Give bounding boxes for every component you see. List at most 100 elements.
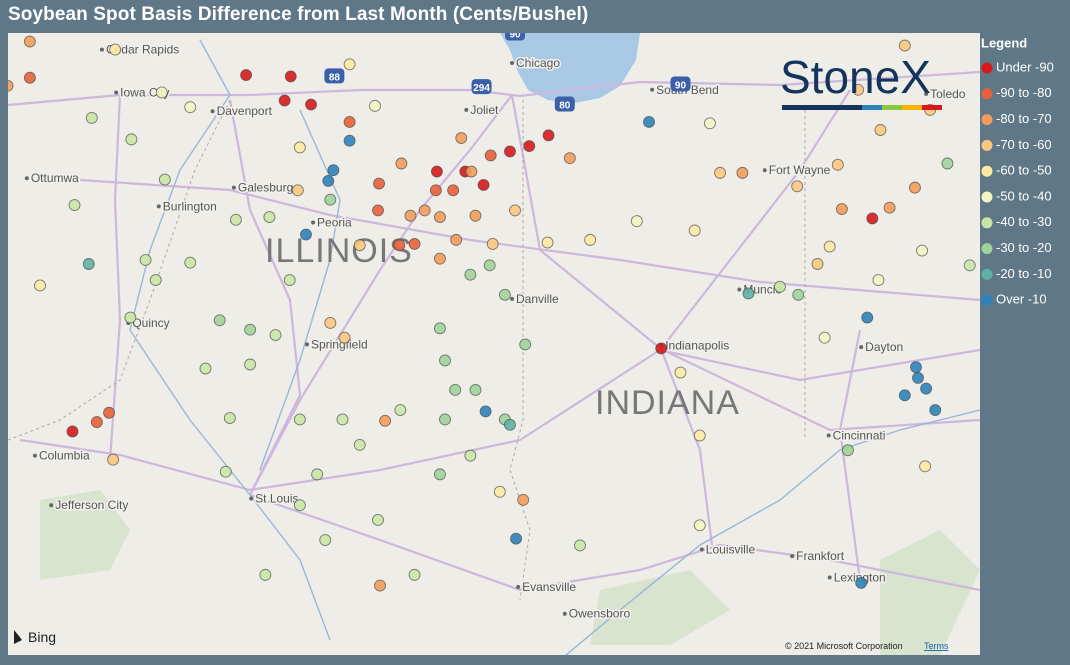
basis-point[interactable] [929,404,942,417]
basis-point[interactable] [439,413,451,426]
basis-point[interactable] [336,413,349,426]
basis-point[interactable] [469,209,482,222]
basis-point[interactable] [450,233,463,246]
basis-point[interactable] [278,94,291,107]
basis-point[interactable] [688,224,701,237]
basis-point[interactable] [353,239,366,252]
basis-point[interactable] [872,274,885,287]
basis-point[interactable] [479,405,492,418]
basis-point[interactable] [184,101,197,114]
basis-point[interactable] [439,354,451,367]
basis-point[interactable] [504,418,516,431]
basis-point[interactable] [455,132,468,144]
terms-link[interactable]: Terms [924,641,949,651]
basis-point[interactable] [353,438,366,451]
basis-point[interactable] [244,323,257,336]
basis-point[interactable] [693,429,706,442]
basis-point[interactable] [898,39,911,52]
basis-point[interactable] [823,240,836,253]
basis-point[interactable] [643,116,655,128]
basis-point[interactable] [855,576,868,589]
basis-point[interactable] [158,173,171,186]
basis-point[interactable] [774,280,786,293]
basis-point[interactable] [394,404,407,417]
basis-point[interactable] [842,444,854,457]
basis-point[interactable] [393,239,406,252]
basis-point[interactable] [484,149,497,162]
basis-point[interactable] [818,331,831,344]
basis-point[interactable] [259,568,272,581]
basis-point[interactable] [269,329,282,341]
basis-point[interactable] [324,317,337,329]
basis-point[interactable] [324,193,337,206]
basis-point[interactable] [563,152,576,165]
basis-point[interactable] [343,134,356,147]
basis-point[interactable] [941,157,954,170]
basis-point[interactable] [125,133,138,146]
basis-point[interactable] [852,83,865,96]
basis-point[interactable] [199,362,212,375]
basis-point[interactable] [103,406,115,419]
basis-point[interactable] [395,157,408,170]
basis-point[interactable] [498,288,511,301]
basis-point[interactable] [963,259,976,272]
basis-point[interactable] [139,254,152,266]
basis-point[interactable] [408,237,421,250]
basis-point[interactable] [874,124,887,136]
basis-point[interactable] [791,180,804,193]
basis-point[interactable] [674,366,687,379]
basis-point[interactable] [293,413,306,426]
basis-point[interactable] [109,43,122,56]
basis-point[interactable] [574,539,586,552]
basis-point[interactable] [464,449,477,462]
basis-point[interactable] [912,371,924,384]
basis-point[interactable] [523,140,536,153]
basis-point[interactable] [920,382,933,395]
basis-point[interactable] [311,468,324,481]
basis-point[interactable] [149,274,162,287]
basis-point[interactable] [493,485,506,498]
basis-point[interactable] [305,98,317,111]
basis-point[interactable] [338,331,351,344]
basis-point[interactable] [244,358,257,371]
basis-point[interactable] [866,212,879,225]
basis-point[interactable] [449,384,462,396]
basis-point[interactable] [429,184,442,197]
basis-point[interactable] [283,274,296,287]
basis-point[interactable] [430,165,443,178]
basis-point[interactable] [584,233,597,246]
basis-point[interactable] [229,213,242,226]
basis-point[interactable] [433,252,446,265]
basis-point[interactable] [23,71,36,84]
basis-point[interactable] [23,35,36,48]
basis-point[interactable] [284,70,297,83]
basis-point[interactable] [240,69,253,82]
basis-point[interactable] [322,174,335,187]
basis-point[interactable] [861,311,874,324]
basis-point[interactable] [319,534,332,546]
basis-point[interactable] [916,244,929,257]
basis-point[interactable] [898,389,911,402]
basis-point[interactable] [155,86,168,99]
basis-point[interactable] [2,79,14,92]
basis-point[interactable] [433,468,446,481]
basis-point[interactable] [219,465,232,478]
basis-point[interactable] [909,181,921,194]
basis-point[interactable] [223,412,236,425]
basis-point[interactable] [919,460,932,473]
basis-point[interactable] [630,215,643,228]
basis-point[interactable] [519,338,532,351]
basis-point[interactable] [213,314,226,327]
basis-point[interactable] [291,184,304,197]
basis-point[interactable] [68,199,81,211]
basis-point[interactable] [374,579,386,592]
basis-point[interactable] [742,287,755,300]
basis-point[interactable] [541,236,554,249]
basis-point[interactable] [408,568,421,581]
basis-point[interactable] [85,111,98,124]
basis-point[interactable] [107,453,120,466]
basis-point[interactable] [433,322,446,335]
basis-point[interactable] [300,228,312,241]
basis-point[interactable] [82,258,95,270]
basis-point[interactable] [510,532,523,545]
